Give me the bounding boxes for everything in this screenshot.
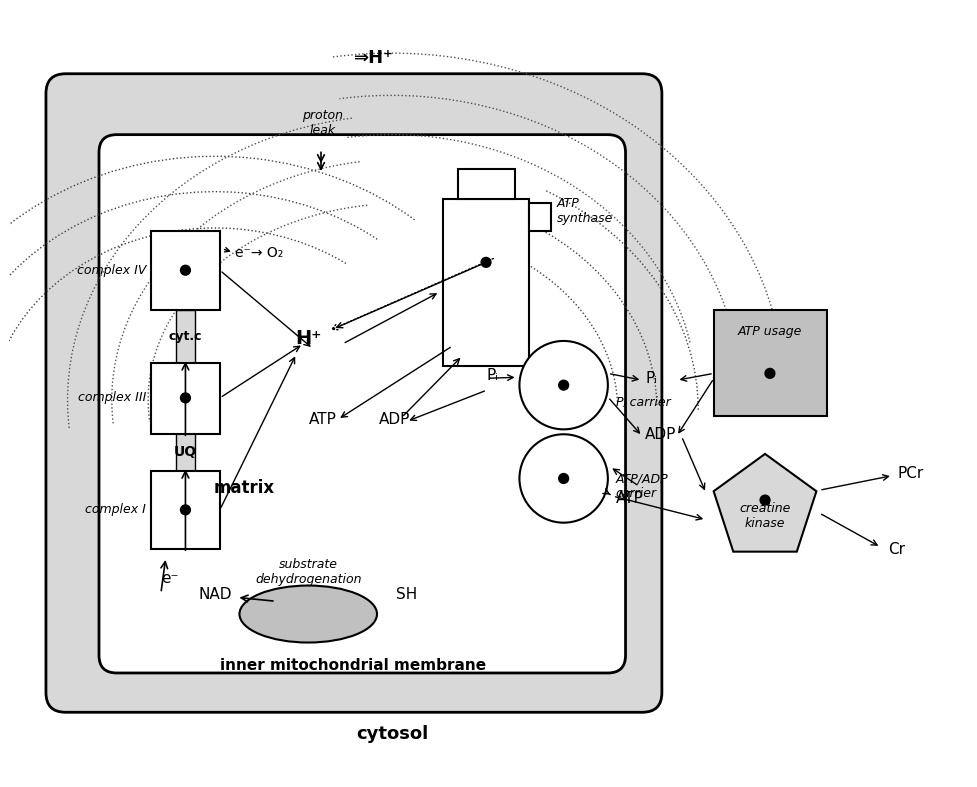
- Text: complex IV: complex IV: [77, 264, 147, 277]
- Text: ADP: ADP: [645, 427, 676, 442]
- Circle shape: [181, 505, 191, 515]
- Text: ATP: ATP: [309, 412, 337, 427]
- Text: Pⱼ carrier: Pⱼ carrier: [616, 397, 670, 409]
- Bar: [151, 363, 220, 434]
- Text: UQ: UQ: [174, 445, 197, 459]
- Text: ATP: ATP: [616, 490, 644, 505]
- Text: cytosol: cytosol: [357, 725, 429, 743]
- Text: ATP usage: ATP usage: [738, 324, 802, 338]
- Text: Pᵢ: Pᵢ: [645, 371, 658, 386]
- Polygon shape: [713, 454, 817, 552]
- Bar: [151, 231, 220, 309]
- Circle shape: [181, 265, 191, 275]
- Text: Cr: Cr: [888, 541, 905, 556]
- Bar: [176, 309, 195, 471]
- Circle shape: [765, 368, 775, 379]
- Text: complex III: complex III: [78, 391, 147, 405]
- Circle shape: [559, 474, 569, 483]
- Text: e⁻→ O₂: e⁻→ O₂: [234, 246, 282, 260]
- Text: H⁺: H⁺: [295, 330, 321, 349]
- Text: ATP/ADP
carrier: ATP/ADP carrier: [616, 472, 668, 501]
- Circle shape: [559, 380, 569, 390]
- Text: complex I: complex I: [85, 504, 147, 516]
- Text: PCr: PCr: [898, 466, 924, 481]
- Text: matrix: matrix: [214, 479, 275, 497]
- Circle shape: [760, 495, 770, 505]
- Text: e⁻: e⁻: [161, 571, 179, 586]
- Text: NAD: NAD: [198, 587, 232, 602]
- Bar: [530, 203, 551, 231]
- Text: ADP: ADP: [379, 412, 410, 427]
- Text: cyt.c: cyt.c: [169, 330, 202, 342]
- Text: Pᵢ: Pᵢ: [487, 368, 499, 382]
- Ellipse shape: [239, 586, 377, 642]
- Circle shape: [181, 393, 191, 403]
- Circle shape: [520, 434, 608, 523]
- Bar: [457, 169, 515, 198]
- Text: inner mitochondrial membrane: inner mitochondrial membrane: [221, 658, 487, 673]
- Circle shape: [481, 257, 491, 268]
- Bar: [151, 471, 220, 549]
- Text: creatine
kinase: creatine kinase: [740, 502, 790, 530]
- Bar: [443, 198, 530, 365]
- Bar: [714, 309, 827, 416]
- Text: substrate
dehydrogenation: substrate dehydrogenation: [255, 558, 361, 586]
- Circle shape: [520, 341, 608, 430]
- FancyBboxPatch shape: [99, 135, 625, 673]
- FancyBboxPatch shape: [46, 74, 661, 712]
- Text: SH: SH: [396, 587, 417, 602]
- Text: ⇒H⁺: ⇒H⁺: [355, 49, 394, 67]
- Text: ATP
synthase: ATP synthase: [557, 198, 614, 225]
- Text: proton
leak: proton leak: [303, 109, 344, 137]
